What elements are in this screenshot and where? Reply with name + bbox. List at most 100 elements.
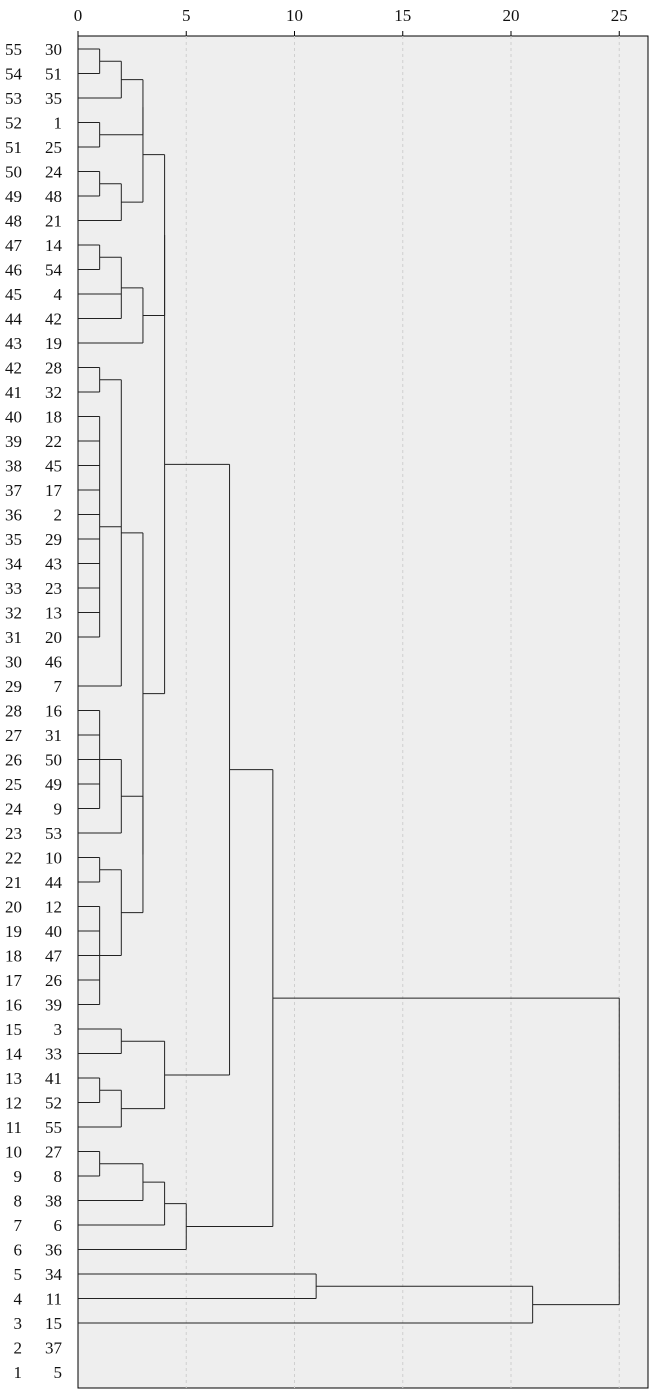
row-case-label: 28 xyxy=(45,359,62,378)
row-order-label: 1 xyxy=(14,1363,23,1382)
row-order-label: 3 xyxy=(14,1314,23,1333)
row-order-label: 20 xyxy=(5,898,22,917)
row-case-label: 26 xyxy=(45,971,62,990)
row-case-label: 4 xyxy=(54,285,63,304)
row-order-label: 43 xyxy=(5,334,22,353)
dendrogram-links xyxy=(78,48,620,1324)
row-case-label: 51 xyxy=(45,65,62,84)
row-case-label: 27 xyxy=(45,1143,63,1162)
row-case-label: 52 xyxy=(45,1094,62,1113)
row-order-label: 29 xyxy=(5,677,22,696)
row-case-label: 18 xyxy=(45,408,62,427)
row-case-label: 14 xyxy=(45,236,63,255)
row-case-label: 30 xyxy=(45,40,62,59)
row-order-label: 7 xyxy=(14,1216,23,1235)
row-case-label: 34 xyxy=(45,1265,63,1284)
row-order-label: 37 xyxy=(5,481,23,500)
row-case-label: 16 xyxy=(45,702,62,721)
row-case-label: 42 xyxy=(45,310,62,329)
row-order-label: 14 xyxy=(5,1045,23,1064)
row-case-label: 46 xyxy=(45,653,62,672)
row-case-label: 7 xyxy=(54,677,63,696)
row-case-label: 44 xyxy=(45,873,63,892)
row-order-label: 27 xyxy=(5,726,23,745)
row-order-label: 36 xyxy=(5,506,22,525)
row-order-label: 55 xyxy=(5,40,22,59)
row-case-label: 31 xyxy=(45,726,62,745)
row-order-label: 28 xyxy=(5,702,22,721)
row-order-label: 8 xyxy=(14,1192,23,1211)
row-case-label: 3 xyxy=(54,1020,63,1039)
row-case-label: 24 xyxy=(45,163,63,182)
row-order-label: 44 xyxy=(5,310,23,329)
row-case-label: 41 xyxy=(45,1069,62,1088)
row-case-label: 12 xyxy=(45,898,62,917)
row-order-label: 31 xyxy=(5,628,22,647)
row-case-label: 32 xyxy=(45,383,62,402)
row-order-label: 23 xyxy=(5,824,22,843)
row-case-label: 37 xyxy=(45,1339,63,1358)
row-case-label: 25 xyxy=(45,138,62,157)
row-case-label: 43 xyxy=(45,555,62,574)
row-order-label: 16 xyxy=(5,996,22,1015)
row-order-label: 48 xyxy=(5,212,22,231)
row-order-label: 35 xyxy=(5,530,22,549)
row-case-label: 8 xyxy=(54,1167,63,1186)
row-case-label: 5 xyxy=(54,1363,63,1382)
x-tick-label-20: 20 xyxy=(503,6,520,25)
row-order-label: 34 xyxy=(5,555,23,574)
row-order-label: 22 xyxy=(5,849,22,868)
row-order-label: 24 xyxy=(5,800,23,819)
row-case-label: 39 xyxy=(45,996,62,1015)
row-order-label: 53 xyxy=(5,89,22,108)
x-tick-label-15: 15 xyxy=(394,6,411,25)
x-tick-label-10: 10 xyxy=(286,6,303,25)
x-axis-ticks: 0 5 10 15 20 25 xyxy=(74,6,628,36)
row-case-label: 6 xyxy=(54,1216,63,1235)
row-order-label: 49 xyxy=(5,187,22,206)
row-order-label: 2 xyxy=(14,1339,23,1358)
row-case-label: 33 xyxy=(45,1045,62,1064)
row-case-label: 55 xyxy=(45,1118,62,1137)
x-tick-label-5: 5 xyxy=(182,6,191,25)
row-order-label: 41 xyxy=(5,383,22,402)
row-case-label: 23 xyxy=(45,579,62,598)
row-order-label: 26 xyxy=(5,751,22,770)
row-order-label: 19 xyxy=(5,922,22,941)
row-order-label: 17 xyxy=(5,971,23,990)
row-order-label: 33 xyxy=(5,579,22,598)
row-case-label: 48 xyxy=(45,187,62,206)
row-order-label: 12 xyxy=(5,1094,22,1113)
row-order-label: 38 xyxy=(5,457,22,476)
row-case-label: 53 xyxy=(45,824,62,843)
row-case-label: 13 xyxy=(45,604,62,623)
row-case-label: 22 xyxy=(45,432,62,451)
plot-background xyxy=(77,35,649,1389)
row-case-label: 20 xyxy=(45,628,62,647)
row-order-label: 52 xyxy=(5,114,22,133)
row-order-label: 39 xyxy=(5,432,22,451)
row-case-label: 21 xyxy=(45,212,62,231)
row-case-label: 15 xyxy=(45,1314,62,1333)
row-order-label: 13 xyxy=(5,1069,22,1088)
row-case-label: 10 xyxy=(45,849,62,868)
row-order-label: 25 xyxy=(5,775,22,794)
row-order-label: 40 xyxy=(5,408,22,427)
row-order-label: 30 xyxy=(5,653,22,672)
row-order-label: 51 xyxy=(5,138,22,157)
row-order-label: 9 xyxy=(14,1167,23,1186)
row-order-label: 47 xyxy=(5,236,23,255)
row-order-label: 21 xyxy=(5,873,22,892)
row-case-label: 19 xyxy=(45,334,62,353)
row-order-label: 4 xyxy=(14,1290,23,1309)
row-order-label: 6 xyxy=(14,1241,23,1260)
row-case-label: 45 xyxy=(45,457,62,476)
row-order-label: 42 xyxy=(5,359,22,378)
row-case-label: 11 xyxy=(46,1290,62,1309)
row-case-label: 40 xyxy=(45,922,62,941)
row-case-label: 38 xyxy=(45,1192,62,1211)
row-order-label: 50 xyxy=(5,163,22,182)
row-case-label: 17 xyxy=(45,481,63,500)
row-order-label: 5 xyxy=(14,1265,23,1284)
